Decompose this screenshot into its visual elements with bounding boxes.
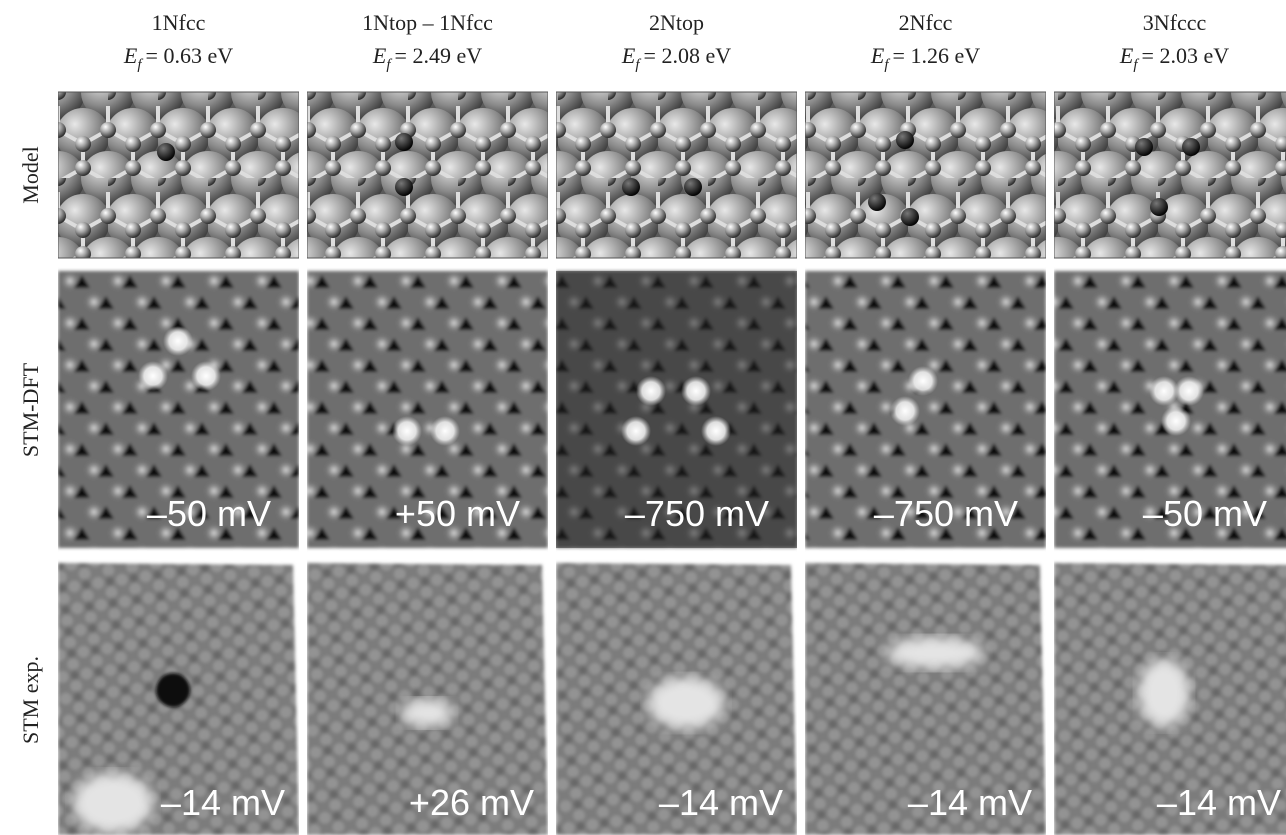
column-title: 1Nfcc	[152, 10, 206, 35]
exp-bias: –14 mV	[659, 782, 783, 823]
energy-subscript: f	[137, 57, 143, 73]
row-label: Model	[18, 146, 43, 203]
bright-spot	[191, 361, 221, 391]
bright-feature	[887, 637, 983, 669]
row-label: STM exp.	[18, 656, 43, 744]
nitrogen-atom	[901, 208, 919, 226]
column-panels: +50 mV +26 mV	[307, 92, 548, 835]
nitrogen-atom	[395, 178, 413, 196]
energy-symbol: E	[870, 43, 885, 68]
model-image	[805, 92, 1046, 258]
dft-bias: +50 mV	[395, 493, 520, 534]
dft-bias: –50 mV	[1143, 493, 1267, 534]
nitrogen-atom	[868, 193, 886, 211]
energy-subscript: f	[884, 57, 890, 73]
bright-feature	[648, 677, 724, 729]
nitrogen-atom	[1135, 138, 1153, 156]
energy-subscript: f	[1133, 57, 1139, 73]
formation-energy: Ef= 2.03 eV	[1119, 43, 1229, 73]
bright-spot	[621, 416, 651, 446]
bright-feature	[401, 699, 453, 727]
column-title: 3Nfccc	[1143, 10, 1207, 35]
energy-value: = 0.63 eV	[146, 43, 234, 68]
nitrogen-atom	[1150, 198, 1168, 216]
bright-spot	[681, 376, 711, 406]
exp-bias: –14 mV	[1157, 782, 1281, 823]
bright-feature	[73, 773, 153, 833]
model-image	[556, 92, 797, 258]
energy-value: = 2.03 eV	[1142, 43, 1230, 68]
dft-bias: –750 mV	[625, 493, 769, 534]
energy-value: = 1.26 eV	[893, 43, 981, 68]
column-title: 1Ntop – 1Nfcc	[362, 10, 493, 35]
bright-spot	[701, 416, 731, 446]
exp-bias: –14 mV	[908, 782, 1032, 823]
bright-spot	[430, 416, 460, 446]
bright-spot	[1174, 376, 1204, 406]
energy-subscript: f	[386, 57, 392, 73]
dft-bias: –750 mV	[874, 493, 1018, 534]
energy-symbol: E	[123, 43, 138, 68]
formation-energy: Ef= 1.26 eV	[870, 43, 980, 73]
column-panels: –50 mV –14 mV	[58, 92, 299, 835]
column-title: 2Nfcc	[899, 10, 953, 35]
bright-feature	[1138, 659, 1190, 727]
model-image	[307, 92, 548, 258]
bright-spot	[392, 416, 422, 446]
dft-bias: –50 mV	[147, 493, 271, 534]
energy-value: = 2.08 eV	[644, 43, 732, 68]
model-image	[1054, 92, 1286, 258]
bright-spot	[163, 326, 193, 356]
nitrogen-atom	[622, 178, 640, 196]
formation-energy: Ef= 2.49 eV	[372, 43, 482, 73]
energy-symbol: E	[372, 43, 387, 68]
energy-value: = 2.49 eV	[395, 43, 483, 68]
bright-spot	[908, 366, 938, 396]
model-image	[58, 92, 299, 258]
bright-spot	[636, 376, 666, 406]
row-label: STM-DFT	[18, 362, 43, 457]
formation-energy: Ef= 2.08 eV	[621, 43, 731, 73]
nitrogen-atom	[896, 131, 914, 149]
column-title: 2Ntop	[649, 10, 704, 35]
figure: ModelSTM-DFTSTM exp.1NfccEf= 0.63 eV1Nto…	[0, 0, 1286, 835]
bright-spot	[890, 396, 920, 426]
formation-energy: Ef= 0.63 eV	[123, 43, 233, 73]
nitrogen-atom	[395, 133, 413, 151]
bright-spot	[138, 361, 168, 391]
exp-bias: +26 mV	[409, 782, 534, 823]
nitrogen-atom	[684, 178, 702, 196]
nitrogen-atom	[1182, 138, 1200, 156]
dark-spot	[156, 673, 190, 707]
energy-subscript: f	[635, 57, 641, 73]
column-panels: –750 mV –14 mV	[805, 92, 1046, 835]
exp-bias: –14 mV	[161, 782, 285, 823]
energy-symbol: E	[621, 43, 636, 68]
column-panels: –50 mV –14 mV	[1054, 92, 1286, 835]
nitrogen-atom	[157, 143, 175, 161]
bright-spot	[1161, 406, 1191, 436]
column-panels: –750 mV –14 mV	[556, 92, 797, 835]
energy-symbol: E	[1119, 43, 1134, 68]
